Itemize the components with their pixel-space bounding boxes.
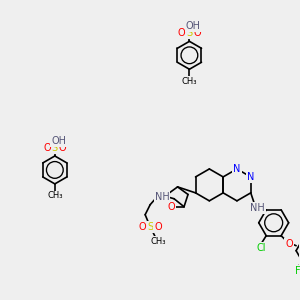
Text: O: O [138,222,146,232]
Text: CH₃: CH₃ [47,191,63,200]
Text: NH: NH [155,192,170,202]
Text: F: F [295,266,300,276]
Text: S: S [186,28,193,38]
Text: OH: OH [186,21,201,32]
Text: CH₃: CH₃ [182,77,197,86]
Text: O: O [178,28,185,38]
Text: Cl: Cl [256,243,266,253]
Text: NH: NH [250,203,265,213]
Text: CH₃: CH₃ [150,237,166,246]
Text: O: O [167,202,175,212]
Text: OH: OH [51,136,66,146]
Text: O: O [194,28,201,38]
Text: O: O [154,222,162,232]
Text: S: S [52,143,58,153]
Text: N: N [247,172,254,182]
Text: N: N [233,164,241,174]
Text: S: S [147,222,153,232]
Text: O: O [59,143,67,153]
Text: O: O [285,239,293,249]
Text: O: O [43,143,51,153]
